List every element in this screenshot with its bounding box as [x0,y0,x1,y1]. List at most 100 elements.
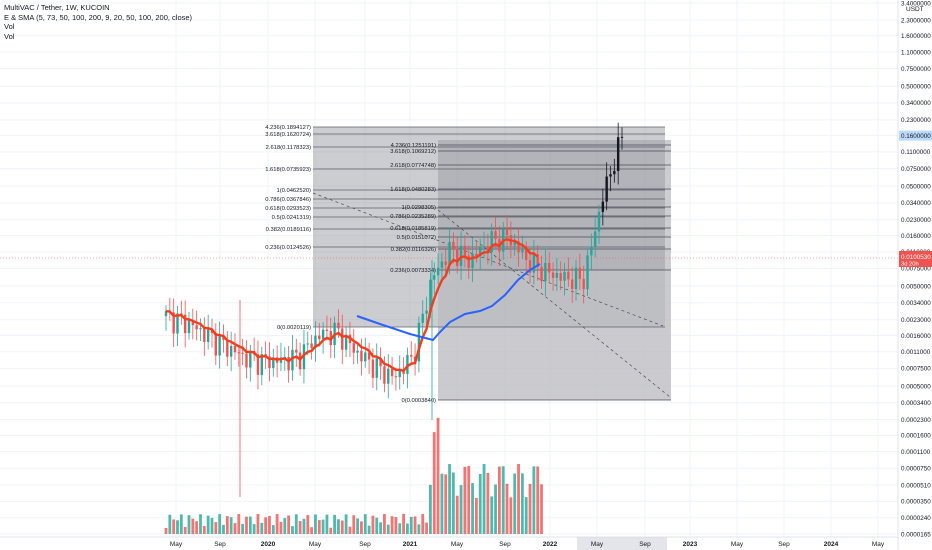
fib-right-label: 3.618(0.1069212) [390,149,436,155]
volume-bar [210,517,214,534]
time-axis-label: May [591,541,604,548]
fib-left-label: 0.382(0.0189116) [266,227,311,233]
candle-body [325,329,329,331]
candle-body [448,241,451,265]
volume-bar [314,514,317,534]
volume-bar [494,484,497,534]
price-tick-label: 1.6000000 [901,33,931,40]
time-axis-label: May [309,541,322,548]
price-tick-label: 0.1100000 [901,149,931,156]
candle-body [195,325,198,330]
candle-body [517,241,520,253]
fib-right-label: 0.382(0.0116326) [391,247,436,253]
time-range-highlight [577,537,667,550]
price-tick-label: 0.5000000 [901,83,931,90]
volume-bar [222,524,225,534]
candle-body [390,368,394,377]
volume-bar [179,514,183,534]
volume-bar [252,524,256,534]
volume-bar [536,466,540,534]
volume-bar [302,518,306,534]
candle-body [164,311,168,317]
volume-bar [325,514,329,534]
price-highlight-bg [899,130,932,141]
price-tick-label: 0.0075000 [901,266,931,273]
candle-body [609,174,612,177]
candle-body [183,314,187,334]
volume-bar [306,515,310,534]
price-tick-label: 0.0000750 [901,466,931,473]
volume-bar [532,466,536,534]
time-axis-label: 2022 [543,541,558,548]
candle-body [360,350,363,362]
volume-bar [413,516,417,534]
candle-body [371,359,375,378]
volume-bar [268,515,271,534]
price-tick-label: 0.0230000 [901,217,931,224]
volume-bar [164,528,168,534]
candle-body [590,246,593,256]
volume-bar [501,466,505,534]
candle-body [406,355,409,374]
current-price-tag [899,251,932,267]
candle-body [241,352,244,354]
currency-label: USDT [906,6,924,13]
candle-body [306,343,309,345]
candle-body [620,136,624,138]
candle-body [536,254,539,267]
price-tick-label: 0.0500000 [901,183,931,190]
candle-body [429,279,432,311]
candle-body [352,343,355,353]
candle-body [425,310,428,314]
time-axis-label: May [170,541,183,548]
candle-body [605,176,608,202]
time-axis-label: Sep [359,541,371,548]
candle-body [356,350,359,353]
volume-bar [352,515,356,534]
volume-bar [218,514,222,534]
candle-body [475,253,478,256]
time-axis-label: Sep [214,541,226,548]
candle-body [532,254,536,273]
volume-bar [390,516,394,534]
candle-body [586,255,589,290]
candle-body [570,279,574,290]
candle-body [367,352,371,360]
volume-bar [329,527,333,534]
candle-body [387,368,390,384]
fib-right-label: 2.618(0.0774748) [390,163,436,169]
volume-bar [513,473,517,534]
candle-body [218,336,221,356]
candle-body [421,313,424,323]
candle-body [597,211,601,232]
fib-right-label: 0(0.0003840) [402,398,437,404]
candle-body [578,267,582,279]
volume-bar [176,520,179,534]
candle-body [287,356,290,371]
price-tick-label: 2.3000000 [901,17,931,24]
candle-body [494,231,497,240]
volume-bar [241,523,245,534]
volume-bar [229,517,233,534]
volume-bar [275,514,279,534]
candle-body [172,312,175,334]
time-axis-label: 2024 [824,541,839,548]
volume-bar [482,464,486,534]
volume-bar [383,514,386,534]
candle-body [433,275,436,280]
price-tick-label: 0.0000510 [901,482,931,489]
candle-body [601,201,605,212]
candle-body [456,248,459,267]
candle-body [593,231,597,247]
candle-body [574,267,578,290]
volume-bar [298,520,302,534]
volume-bar [524,497,528,534]
volume-bar [294,514,298,534]
price-tick-label: 3.4000000 [901,0,931,7]
candle-body [249,350,252,368]
candle-body [521,249,524,253]
volume-bar [367,525,371,534]
candle-body [398,369,401,378]
volume-bar [371,515,375,534]
